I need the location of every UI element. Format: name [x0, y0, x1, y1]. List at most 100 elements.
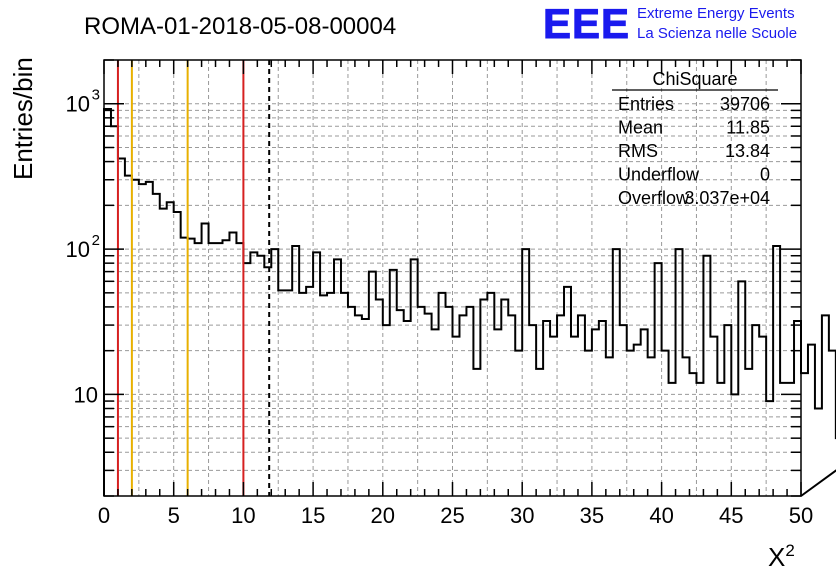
histogram-bin — [243, 263, 250, 496]
histogram-bin — [808, 345, 815, 496]
histogram-bin — [411, 259, 418, 496]
histogram-bin — [222, 240, 229, 496]
stats-label: Underflow — [618, 165, 700, 185]
x-axis: 0 5 10 15 20 25 30 35 40 45 50 — [98, 60, 813, 528]
histogram-bin — [745, 369, 752, 496]
x-tick-label: 35 — [580, 503, 604, 528]
stats-value: 39706 — [720, 94, 770, 114]
histogram-bin — [578, 315, 585, 496]
histogram-bin — [146, 182, 153, 496]
stats-label: Entries — [618, 94, 674, 114]
histogram-bin — [634, 345, 641, 496]
histogram-bin — [780, 383, 787, 496]
histogram-bin — [766, 401, 773, 496]
histogram-bin — [355, 315, 362, 496]
y-tick-label: 10 — [66, 92, 90, 117]
histogram-bin — [801, 373, 808, 496]
histogram-bin — [501, 299, 508, 496]
histogram-bin — [264, 267, 271, 496]
histogram-bin — [285, 290, 292, 496]
histogram-bin — [362, 319, 369, 496]
histogram-bin — [257, 256, 264, 496]
histogram-bin — [550, 337, 557, 496]
histogram-bin — [390, 270, 397, 496]
histogram-bin — [125, 176, 132, 496]
histogram-bin — [592, 329, 599, 496]
y-tick-label: 10 — [66, 237, 90, 262]
histogram-bin — [473, 369, 480, 496]
histogram-bin — [160, 209, 167, 496]
x-tick-label: 15 — [301, 503, 325, 528]
histogram-bin — [738, 281, 745, 496]
histogram-bin — [773, 246, 780, 496]
stats-value: 0 — [760, 165, 770, 185]
histogram-bin — [313, 252, 320, 496]
x-tick-label: 0 — [98, 503, 110, 528]
x-tick-label: 45 — [719, 503, 743, 528]
histogram-bin — [759, 337, 766, 496]
histogram-bin — [787, 383, 794, 496]
x-tick-label: 20 — [371, 503, 395, 528]
histogram-bin — [139, 184, 146, 496]
histogram-bin — [585, 351, 592, 496]
eee-logo: EEE Extreme Energy Events La Scienza nel… — [543, 0, 798, 48]
chart-title: ROMA-01-2018-05-08-00004 — [84, 13, 396, 40]
histogram-bin — [508, 315, 515, 496]
histogram-bin — [202, 223, 209, 496]
histogram-bin — [453, 337, 460, 496]
histogram-bin — [153, 194, 160, 496]
histogram-bin — [655, 263, 662, 496]
histogram-bin — [515, 351, 522, 496]
histogram-bin — [181, 238, 188, 496]
histogram-bin — [494, 329, 501, 496]
histogram-bin — [613, 249, 620, 496]
y-tick-label-exponent: 2 — [92, 232, 100, 249]
histogram-bin — [557, 315, 564, 496]
histogram-bin — [278, 290, 285, 496]
histogram-bin — [480, 299, 487, 496]
logo-line1: Extreme Energy Events — [637, 5, 795, 22]
histogram-bin — [376, 299, 383, 496]
histogram-bin — [689, 373, 696, 496]
grid-lines — [104, 60, 801, 496]
histogram-bin — [669, 383, 676, 496]
histogram-bin — [188, 239, 195, 496]
histogram-bin — [696, 383, 703, 496]
histogram-bin — [425, 314, 432, 496]
histogram-bin — [432, 329, 439, 496]
histogram-bin — [627, 351, 634, 496]
stats-value: 3.037e+04 — [684, 188, 770, 208]
histogram-bin — [132, 180, 139, 496]
histogram-bin — [717, 383, 724, 496]
x-tick-label: 10 — [231, 503, 255, 528]
histogram-bin — [459, 315, 466, 496]
x-tick-label: 25 — [440, 503, 464, 528]
logo-mark: EEE — [543, 0, 630, 47]
histogram-bin — [334, 259, 341, 496]
logo-line2: La Scienza nelle Scuole — [637, 25, 797, 42]
histogram-bin — [250, 252, 257, 496]
x-tick-label: 30 — [510, 503, 534, 528]
histogram-bin — [271, 249, 278, 496]
x-tick-label: 50 — [789, 503, 813, 528]
histogram-bin — [641, 329, 648, 496]
histogram-bin — [731, 394, 738, 496]
histogram-bin — [111, 126, 118, 496]
histogram-bin — [571, 337, 578, 496]
histogram-bin — [710, 337, 717, 496]
marker-lines — [116, 60, 271, 496]
stats-value: 13.84 — [725, 141, 770, 161]
histogram-bin — [522, 249, 529, 496]
histogram-bin — [662, 351, 669, 496]
stats-value: 11.85 — [726, 118, 770, 138]
histogram-bin — [536, 369, 543, 496]
histogram-bin — [118, 159, 125, 496]
x-tick-label: 40 — [649, 503, 673, 528]
y-tick-label: 10 — [74, 382, 98, 407]
histogram-bin — [703, 256, 710, 496]
histogram-bin — [174, 212, 181, 496]
stats-label: Overflow — [618, 188, 690, 208]
x-tick-label: 5 — [168, 503, 180, 528]
